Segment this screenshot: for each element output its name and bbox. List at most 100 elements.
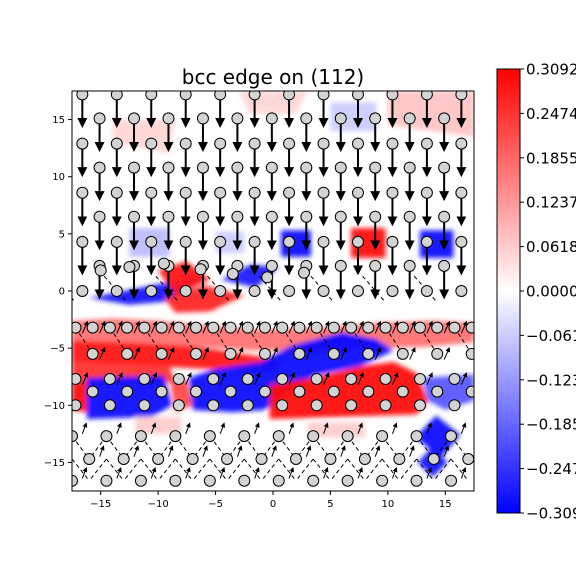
atom [283, 137, 296, 150]
atoms [72, 91, 474, 487]
x-tick-label: −10 [148, 499, 169, 510]
atom [203, 430, 216, 443]
atom [307, 430, 320, 443]
y-tick-label: 0 [59, 287, 65, 298]
atom [179, 91, 192, 101]
atom [169, 430, 182, 443]
atom [403, 210, 416, 223]
atom [386, 285, 399, 297]
displacement-arrow [409, 445, 415, 457]
lattice-line [433, 458, 452, 482]
atom [265, 161, 278, 174]
atom [100, 474, 113, 487]
atom [310, 373, 323, 385]
displacement-arrow [460, 372, 468, 385]
atom [145, 235, 158, 248]
displacement-arrow [443, 347, 450, 360]
atom [145, 186, 158, 199]
atom [327, 347, 340, 360]
displacement-arrow [409, 320, 416, 334]
atom [76, 235, 89, 248]
colorbar-tick-label: 0.3092 [526, 61, 576, 79]
atom [103, 321, 116, 334]
displacement-arrow [116, 466, 122, 479]
displacement-arrow [133, 445, 139, 457]
lattice-line [281, 327, 300, 355]
displacement-arrow [271, 347, 278, 360]
heatmap-layer [72, 91, 474, 478]
atom [72, 430, 78, 443]
atom [231, 161, 244, 174]
atom [248, 285, 261, 297]
displacement-arrow [288, 422, 294, 435]
displacement-arrow [391, 422, 398, 435]
lattice-line [72, 436, 73, 437]
displacement-arrow [271, 445, 277, 457]
colorbar-tick-label: −0.0618 [526, 327, 576, 345]
atom [307, 474, 320, 487]
atom [214, 285, 227, 297]
atom [241, 373, 254, 385]
strain-region [86, 375, 172, 419]
strain-region [221, 264, 279, 288]
atom [283, 186, 296, 199]
lattice-line [454, 327, 473, 355]
atom [86, 321, 99, 334]
x-tick-label: 10 [381, 499, 394, 510]
lattice-line [350, 327, 369, 355]
displacement-arrow [374, 347, 382, 360]
displacement-arrow [288, 372, 295, 385]
lattice-line [123, 458, 142, 482]
atom [100, 430, 113, 443]
atom [152, 453, 165, 465]
atom [162, 161, 175, 174]
atom [438, 259, 451, 272]
atom [369, 161, 382, 174]
atom [157, 257, 170, 270]
atom [403, 112, 416, 125]
displacement-arrow [133, 347, 140, 360]
atom [438, 161, 451, 174]
atom [455, 137, 468, 150]
atom [310, 399, 323, 412]
atom [341, 430, 354, 443]
y-tick-label: 5 [59, 229, 65, 240]
displacement-arrow [236, 445, 243, 457]
displacement-arrow [202, 347, 209, 360]
atom [420, 285, 433, 297]
atom [334, 259, 347, 272]
atom [351, 186, 364, 199]
lattice-line [247, 327, 266, 355]
atom [317, 235, 330, 248]
atom [465, 385, 474, 398]
displacement-arrow [254, 320, 261, 334]
atom [379, 399, 392, 412]
displacement-arrow [219, 320, 227, 334]
atom [351, 285, 364, 297]
displacement-arrow [357, 372, 364, 385]
atom [420, 91, 433, 101]
x-tick-label: 0 [270, 499, 276, 510]
atom [214, 91, 227, 101]
atom [226, 267, 239, 280]
displacement-arrow [168, 320, 175, 334]
displacement-arrow [391, 320, 399, 334]
atom [414, 321, 427, 334]
lattice-line [212, 327, 231, 355]
atom [248, 91, 261, 101]
atom [431, 321, 444, 334]
plot-area [72, 91, 474, 491]
displacement-arrow [271, 320, 278, 334]
atom [351, 137, 364, 150]
atom [300, 112, 313, 125]
atom [351, 235, 364, 248]
atom [238, 474, 251, 487]
lattice-line [174, 458, 193, 482]
atom [396, 347, 409, 360]
displacement-arrow [219, 422, 226, 435]
atom [255, 453, 268, 465]
atom [276, 373, 289, 385]
lattice-line [364, 458, 383, 482]
atom [72, 321, 82, 334]
lattice-line [419, 327, 438, 355]
